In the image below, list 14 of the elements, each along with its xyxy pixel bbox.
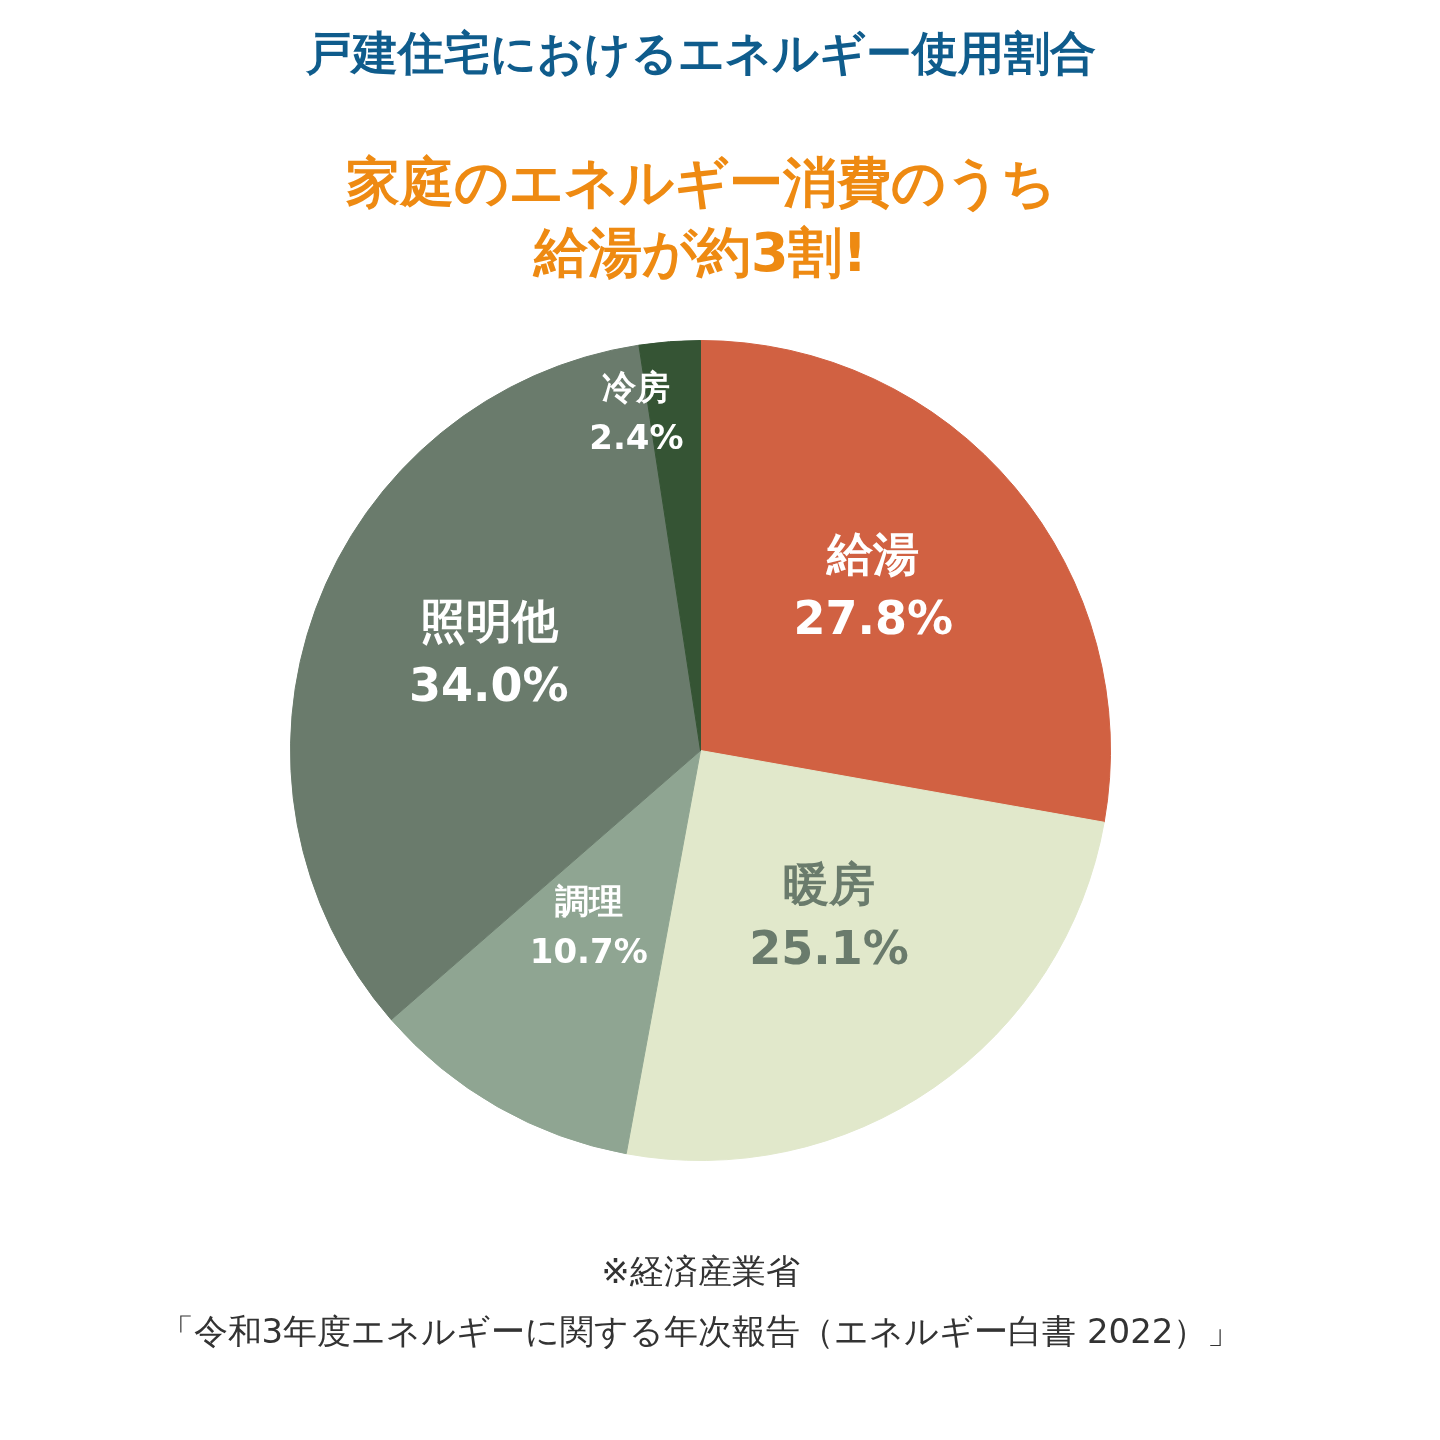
data-label: 25.1%: [749, 920, 909, 975]
chart-title: 戸建住宅におけるエネルギー使用割合: [304, 25, 1096, 80]
data-label: 34.0%: [409, 657, 569, 712]
text: ※経済産業省: [601, 1250, 800, 1291]
data-label: 27.8%: [793, 590, 954, 645]
slice-label: 冷房: [602, 366, 671, 407]
data-label: 2.4%: [589, 416, 684, 457]
slice-label: 給湯: [825, 526, 920, 581]
text: 「令和3年度エネルギーに関する年次報告（エネルギー白書 2022）」: [159, 1310, 1242, 1351]
slice-label: 照明他: [419, 593, 559, 648]
chart-subtitle: 家庭のエネルギー消費のうち給湯が約3割!: [345, 150, 1056, 284]
data-label: 10.7%: [529, 931, 648, 972]
slice-label: 暖房: [783, 856, 875, 911]
slice-label: 調理: [554, 881, 623, 922]
